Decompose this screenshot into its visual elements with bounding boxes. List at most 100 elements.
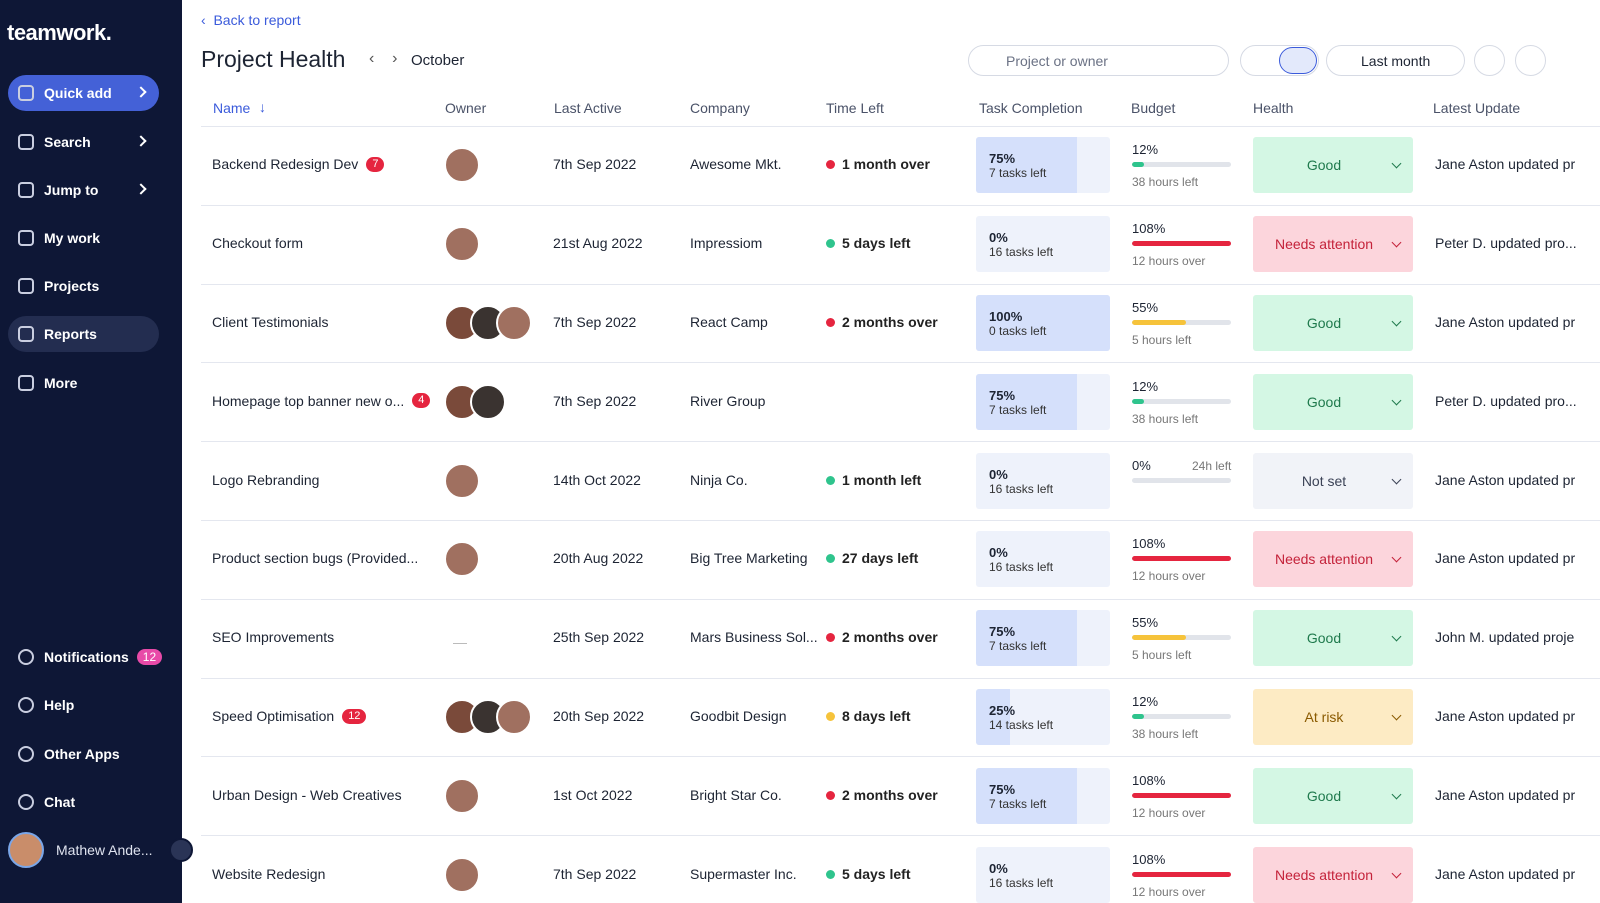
nav-item[interactable]: Chat	[8, 784, 159, 820]
nav-item[interactable]: Help	[8, 687, 159, 723]
nav-item[interactable]: Projects	[8, 268, 159, 304]
health-select[interactable]: Good	[1253, 295, 1413, 351]
health-select[interactable]: Needs attention	[1253, 216, 1413, 273]
task-fill	[976, 767, 1077, 824]
time-left: 27 days left	[842, 550, 919, 567]
nav-item[interactable]: My work	[8, 220, 159, 256]
last-active: 25th Sep 2022	[553, 629, 645, 646]
budget-note: 12 hours over	[1132, 254, 1206, 269]
task-box: 0% 16 tasks left	[976, 216, 1110, 273]
task-percent: 0%	[989, 860, 1008, 876]
chevron	[135, 183, 147, 195]
no-owner	[453, 643, 467, 645]
owner-avatar	[444, 226, 480, 263]
health-label: Needs attention	[1274, 866, 1374, 883]
nav-item[interactable]: Notifications 12	[8, 639, 163, 675]
health-select[interactable]: Not set	[1253, 452, 1413, 509]
task-percent: 75%	[989, 624, 1016, 640]
health-select[interactable]: Good	[1253, 373, 1413, 430]
health-select[interactable]: Good	[1253, 767, 1413, 824]
filter-button[interactable]	[1474, 45, 1505, 76]
budget-note: 12 hours over	[1132, 569, 1206, 584]
owner-avatar	[444, 462, 480, 499]
nav-item[interactable]: More	[8, 365, 159, 401]
project-name: Checkout form	[212, 235, 303, 251]
tasks-left: 7 tasks left	[989, 402, 1047, 417]
health-label: Good	[1306, 393, 1342, 410]
nav-item[interactable]: Quick add	[8, 75, 159, 111]
nav-label: Notifications	[44, 649, 129, 665]
search-box[interactable]: Project or owner	[968, 45, 1229, 76]
task-fill	[976, 610, 1077, 667]
task-box: 75% 7 tasks left	[976, 610, 1110, 667]
tasks-left: 7 tasks left	[989, 796, 1047, 811]
row-divider	[201, 204, 1600, 206]
nav-icon	[18, 278, 34, 294]
health-label: Good	[1306, 157, 1342, 174]
badge: 12	[136, 649, 163, 665]
column-header: Name	[213, 100, 251, 116]
company: React Camp	[690, 314, 768, 330]
nav-item[interactable]: Jump to	[8, 172, 159, 208]
latest-update: Peter D. updated pro...	[1435, 235, 1577, 252]
nav-icon	[18, 182, 34, 198]
task-fill	[976, 295, 1110, 351]
budget-percent: 12%	[1132, 378, 1159, 394]
health-label: Good	[1306, 630, 1342, 647]
toggle-active[interactable]	[1279, 47, 1317, 74]
nav-label: Chat	[44, 794, 76, 810]
search-placeholder: Project or owner	[1006, 53, 1108, 69]
month-nav[interactable]: ‹ ›	[369, 50, 398, 67]
budget-track	[1132, 556, 1231, 562]
budget-note: 5 hours left	[1132, 333, 1192, 347]
view-toggle[interactable]	[1240, 45, 1319, 76]
budget-fill	[1132, 792, 1231, 798]
nav-item[interactable]: Other Apps	[8, 736, 159, 772]
last-active: 7th Sep 2022	[553, 314, 637, 330]
task-box: 100% 0 tasks left	[976, 295, 1110, 351]
project-title: Client Testimonials	[212, 314, 329, 330]
task-percent: 0%	[989, 545, 1008, 561]
budget-note: 38 hours left	[1132, 727, 1199, 741]
nav-label: Other Apps	[44, 746, 120, 762]
last-active: 20th Sep 2022	[553, 708, 645, 724]
latest-update: Jane Aston updated pr	[1435, 550, 1576, 567]
health-select[interactable]: Good	[1253, 137, 1413, 194]
range-select[interactable]: Last month	[1326, 45, 1465, 76]
budget-track	[1132, 871, 1231, 877]
nav-icon	[18, 697, 34, 713]
page-title: Project Health	[201, 46, 346, 72]
health-label: Not set	[1301, 472, 1347, 489]
collapse-button[interactable]	[169, 838, 193, 862]
health-select[interactable]: Needs attention	[1253, 846, 1413, 903]
health-select[interactable]: At risk	[1253, 689, 1413, 745]
badge: 4	[412, 393, 431, 409]
time-left: 2 months over	[842, 786, 938, 803]
time-left: 2 months over	[842, 629, 938, 646]
status-dot	[826, 554, 835, 564]
chevron	[135, 86, 147, 98]
back-text[interactable]: Back to report	[213, 12, 301, 28]
last-active: 21st Aug 2022	[553, 235, 643, 252]
back-link[interactable]: ‹ Back to report	[201, 12, 301, 28]
column-header: Latest Update	[1433, 100, 1521, 116]
company: Awesome Mkt.	[690, 156, 782, 173]
budget-track	[1132, 477, 1231, 483]
tasks-left: 16 tasks left	[989, 245, 1054, 260]
nav-icon	[18, 649, 34, 665]
nav-item[interactable]: Reports	[8, 316, 159, 352]
health-select[interactable]: Good	[1253, 610, 1413, 667]
download-button[interactable]	[1515, 45, 1546, 76]
nav-item[interactable]: Search	[8, 124, 159, 160]
company: Big Tree Marketing	[690, 550, 808, 567]
budget-fill	[1132, 398, 1144, 404]
health-select[interactable]: Needs attention	[1253, 531, 1413, 588]
row-divider	[201, 362, 1600, 364]
latest-update: Jane Aston updated pr	[1435, 708, 1576, 724]
project-title: Logo Rebranding	[212, 471, 320, 488]
budget-percent: 108%	[1132, 536, 1166, 552]
time-left: 5 days left	[842, 865, 911, 882]
nav-label: Search	[44, 134, 91, 150]
task-percent: 0%	[989, 466, 1008, 482]
